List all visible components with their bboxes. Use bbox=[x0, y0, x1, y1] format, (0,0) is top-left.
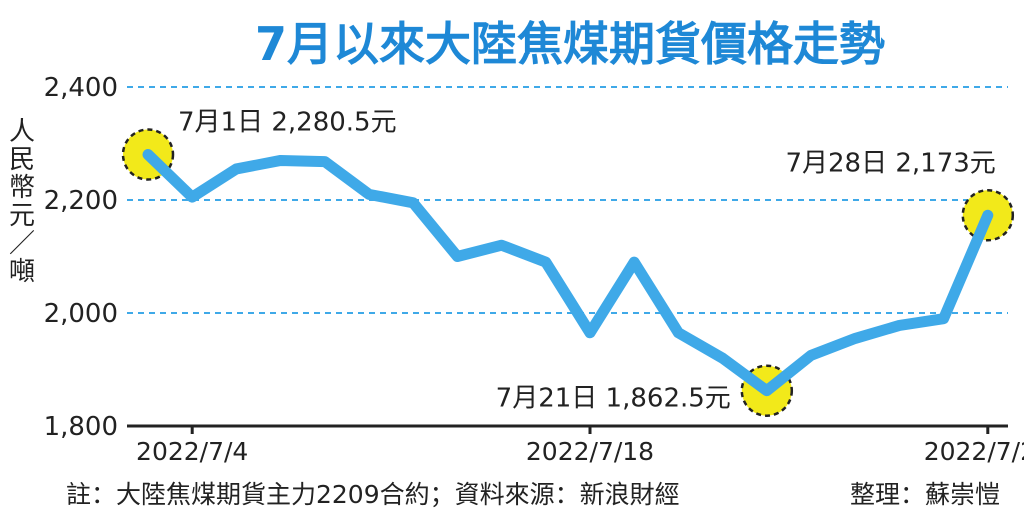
annotation-label: 7月21日 1,862.5元 bbox=[496, 384, 731, 414]
annotation-label: 7月28日 2,173元 bbox=[785, 148, 995, 178]
x-tick-label: 2022/7/18 bbox=[526, 437, 654, 466]
annotations: 7月1日 2,280.5元 7月21日 1,862.5元 7月28日 2,173元 bbox=[178, 108, 996, 414]
footer-note: 註：大陸焦煤期貨主力2209合約；資料來源：新浪財經 bbox=[66, 480, 680, 509]
x-ticks: 2022/7/4 2022/7/18 2022/7/28 bbox=[136, 426, 1024, 466]
y-axis-label-char: 民 bbox=[9, 145, 35, 175]
y-tick-label: 2,000 bbox=[44, 299, 118, 329]
y-tick-labels: 2,400 2,200 2,000 1,800 bbox=[44, 73, 118, 442]
chart-title: 7月以來大陸焦煤期貨價格走勢 bbox=[255, 17, 885, 71]
y-tick-label: 2,200 bbox=[44, 186, 118, 216]
y-axis-label-char: 人 bbox=[9, 117, 35, 147]
y-axis-label-char: 幣 bbox=[9, 173, 35, 203]
footer-credit: 整理：蘇崇愷 bbox=[850, 480, 1000, 509]
y-axis-label-char: 元 bbox=[9, 201, 35, 231]
y-tick-label: 2,400 bbox=[44, 73, 118, 103]
series-line bbox=[142, 149, 994, 397]
x-tick-label: 2022/7/28 bbox=[924, 437, 1024, 466]
annotation-label: 7月1日 2,280.5元 bbox=[178, 108, 397, 138]
y-tick-label: 1,800 bbox=[44, 412, 118, 442]
x-tick-label: 2022/7/4 bbox=[136, 437, 248, 466]
y-axis-label-char: 噸 bbox=[9, 257, 35, 287]
y-axis-label-char: ／ bbox=[9, 229, 35, 259]
gridlines bbox=[127, 86, 1008, 314]
